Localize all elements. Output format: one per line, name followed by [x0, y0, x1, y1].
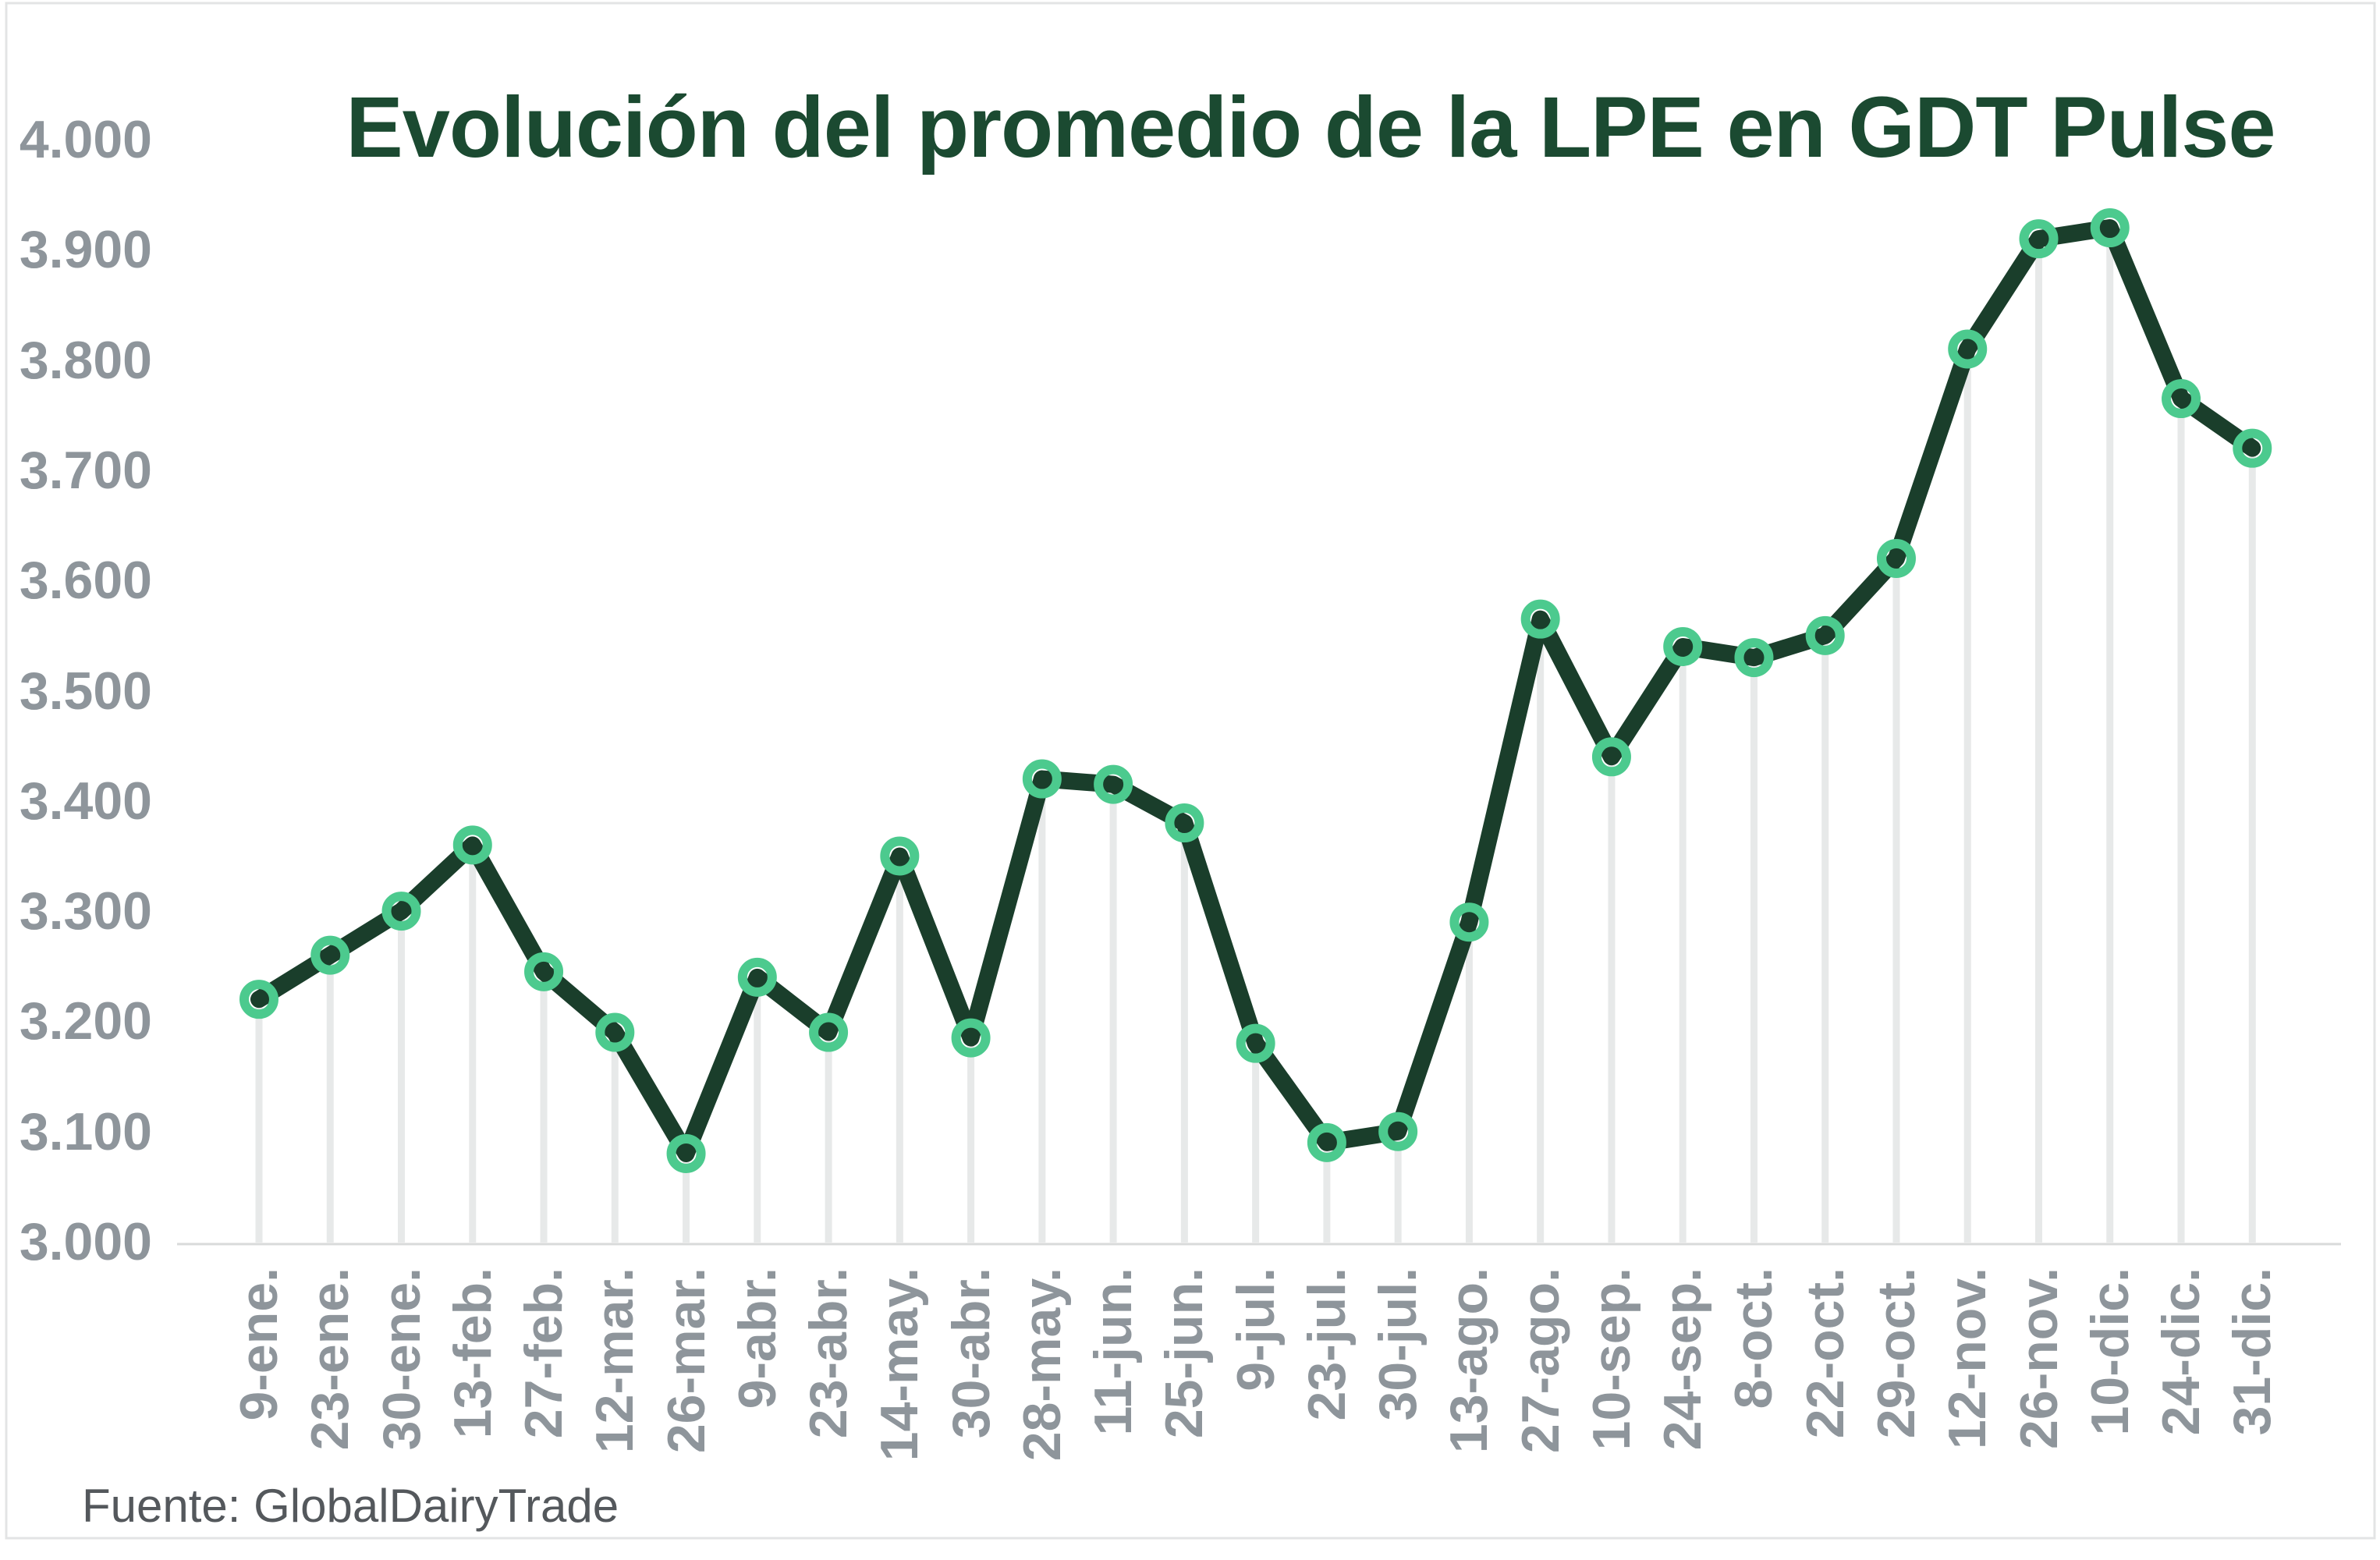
- data-point-marker: [452, 825, 492, 865]
- y-tick-label: 3.300: [19, 881, 152, 941]
- data-point-marker: [524, 952, 564, 991]
- x-tick-label: 30-abr.: [941, 1268, 1001, 1439]
- x-tick-label: 9-ene.: [229, 1268, 289, 1421]
- data-point-marker: [1022, 759, 1062, 799]
- line-series: [250, 219, 2261, 1162]
- x-tick-label: 14-may.: [870, 1268, 930, 1462]
- data-point-marker: [951, 1018, 991, 1058]
- x-tick-label: 13-ago.: [1439, 1268, 1499, 1454]
- data-point-marker: [595, 1012, 635, 1052]
- data-point-marker: [1165, 803, 1204, 843]
- x-tick-label: 23-ene.: [300, 1268, 360, 1451]
- x-tick-label: 25-jun.: [1155, 1268, 1215, 1439]
- data-point-marker: [1663, 626, 1703, 666]
- chart-title: Evolución del promedio de la LPE en GDT …: [346, 80, 2275, 176]
- y-tick-label: 3.700: [19, 440, 152, 500]
- data-point-marker: [2162, 379, 2201, 419]
- data-point-marker: [381, 892, 421, 931]
- x-tick-label: 30-ene.: [371, 1268, 431, 1451]
- x-tick-label: 12-nov.: [1938, 1268, 1998, 1450]
- y-tick-label: 3.800: [19, 330, 152, 390]
- data-point-marker: [1094, 764, 1133, 804]
- data-point-marker: [310, 935, 350, 975]
- x-tick-label: 10-dic.: [2080, 1268, 2140, 1436]
- y-tick-label: 3.100: [19, 1101, 152, 1161]
- x-tick-label: 27-ago.: [1510, 1268, 1570, 1454]
- data-point-marker: [2233, 428, 2272, 468]
- x-tick-label: 30-jul.: [1368, 1268, 1428, 1421]
- y-tick-label: 3.400: [19, 771, 152, 831]
- y-tick-label: 3.500: [19, 661, 152, 721]
- source-note: Fuente: GlobalDairyTrade: [82, 1480, 619, 1532]
- x-tick-label: 10-sep.: [1581, 1268, 1641, 1451]
- y-tick-label: 3.900: [19, 220, 152, 280]
- x-tick-label: 8-oct.: [1724, 1268, 1784, 1409]
- x-tick-label: 13-feb.: [442, 1268, 502, 1439]
- x-tick-label: 9-jul.: [1225, 1268, 1286, 1392]
- data-point-marker: [1307, 1122, 1346, 1162]
- data-point-marker: [1236, 1023, 1275, 1063]
- x-tick-label: 31-dic.: [2222, 1268, 2282, 1436]
- y-tick-label: 3.200: [19, 991, 152, 1051]
- x-tick-label: 29-oct.: [1866, 1268, 1926, 1439]
- x-tick-label: 26-mar.: [656, 1268, 716, 1454]
- data-point-marker: [880, 836, 920, 876]
- data-point-marker: [1591, 737, 1631, 777]
- y-tick-label: 4.000: [19, 110, 152, 169]
- x-tick-label: 28-may.: [1012, 1268, 1072, 1462]
- data-point-marker: [1734, 638, 1774, 678]
- x-tick-label: 9-abr.: [727, 1268, 787, 1409]
- data-point-marker: [1520, 599, 1560, 639]
- x-tick-label: 22-oct.: [1795, 1268, 1855, 1439]
- data-point-marker: [1948, 329, 1988, 369]
- data-point-marker: [1876, 538, 1916, 578]
- y-tick-label: 3.600: [19, 551, 152, 611]
- data-point-marker: [2090, 208, 2130, 248]
- data-point-marker: [1805, 615, 1845, 655]
- x-tick-label: 23-jul.: [1296, 1268, 1357, 1421]
- x-tick-label: 24-sep.: [1653, 1268, 1713, 1451]
- x-tick-label: 26-nov.: [2009, 1268, 2069, 1450]
- data-point-marker: [1378, 1112, 1418, 1151]
- x-tick-label: 27-feb.: [514, 1268, 574, 1439]
- data-point-marker: [1449, 902, 1489, 942]
- data-point-marker: [809, 1012, 849, 1052]
- x-tick-label: 11-jun.: [1084, 1268, 1144, 1436]
- x-tick-label: 12-mar.: [585, 1268, 645, 1454]
- y-tick-label: 3.000: [19, 1212, 152, 1271]
- data-point-marker: [737, 957, 777, 997]
- x-tick-label: 23-abr.: [799, 1268, 859, 1439]
- data-point-marker: [2019, 219, 2059, 259]
- data-point-marker: [239, 980, 278, 1019]
- x-tick-label: 24-dic.: [2151, 1268, 2212, 1436]
- data-point-marker: [666, 1133, 706, 1173]
